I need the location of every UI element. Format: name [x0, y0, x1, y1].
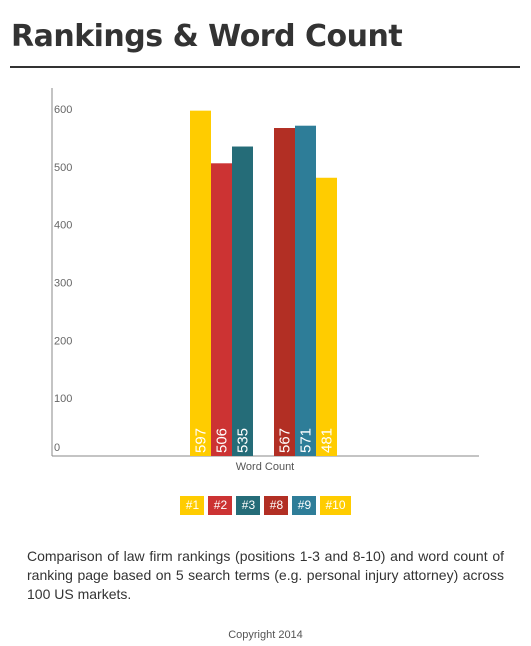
- word-count-bar-chart: 0 100 200 300 400 500 600 597 506 535 567 571 481 W…: [51, 88, 479, 473]
- bar-value-label: 567: [277, 428, 294, 453]
- bar-value-labels: 597 506 535 567 571 481: [193, 428, 336, 453]
- y-tick-label: 400: [54, 220, 72, 232]
- legend-item: #10: [320, 496, 351, 515]
- legend-item: #3: [236, 496, 261, 515]
- y-tick-label: 500: [54, 162, 72, 174]
- y-tick-label: 600: [54, 104, 72, 116]
- y-axis-ticks: 0 100 200 300 400 500 600: [54, 104, 72, 454]
- x-axis-label: Word Count: [236, 461, 295, 473]
- chart-legend: #1 #2 #3 #8 #9 #10: [0, 496, 531, 515]
- y-tick-label: 300: [54, 277, 72, 289]
- bar-rank-1: [190, 110, 211, 457]
- legend-item: #1: [180, 496, 205, 515]
- y-tick-label: 0: [54, 442, 60, 454]
- legend-item: #2: [208, 496, 233, 515]
- bar-value-label: 571: [298, 428, 315, 453]
- bar-rank-9: [295, 125, 316, 456]
- bar-value-label: 597: [193, 428, 210, 453]
- y-tick-label: 100: [54, 393, 72, 405]
- title-divider: [10, 66, 520, 68]
- bar-rank-8: [274, 128, 295, 456]
- bar-rank-3: [232, 146, 253, 456]
- chart-bars: [190, 110, 337, 457]
- page-title: Rankings & Word Count: [11, 19, 403, 54]
- bar-value-label: 481: [319, 428, 336, 453]
- legend-item: #8: [264, 496, 289, 515]
- bar-value-label: 535: [235, 428, 252, 453]
- chart-axes: [51, 88, 479, 457]
- chart-caption: Comparison of law firm rankings (positio…: [27, 548, 504, 602]
- legend-item: #9: [292, 496, 317, 515]
- bar-rank-10: [316, 177, 337, 456]
- copyright-text: Copyright 2014: [228, 629, 303, 641]
- bar-value-label: 506: [214, 428, 231, 453]
- bar-rank-2: [211, 163, 232, 456]
- y-tick-label: 200: [54, 335, 72, 347]
